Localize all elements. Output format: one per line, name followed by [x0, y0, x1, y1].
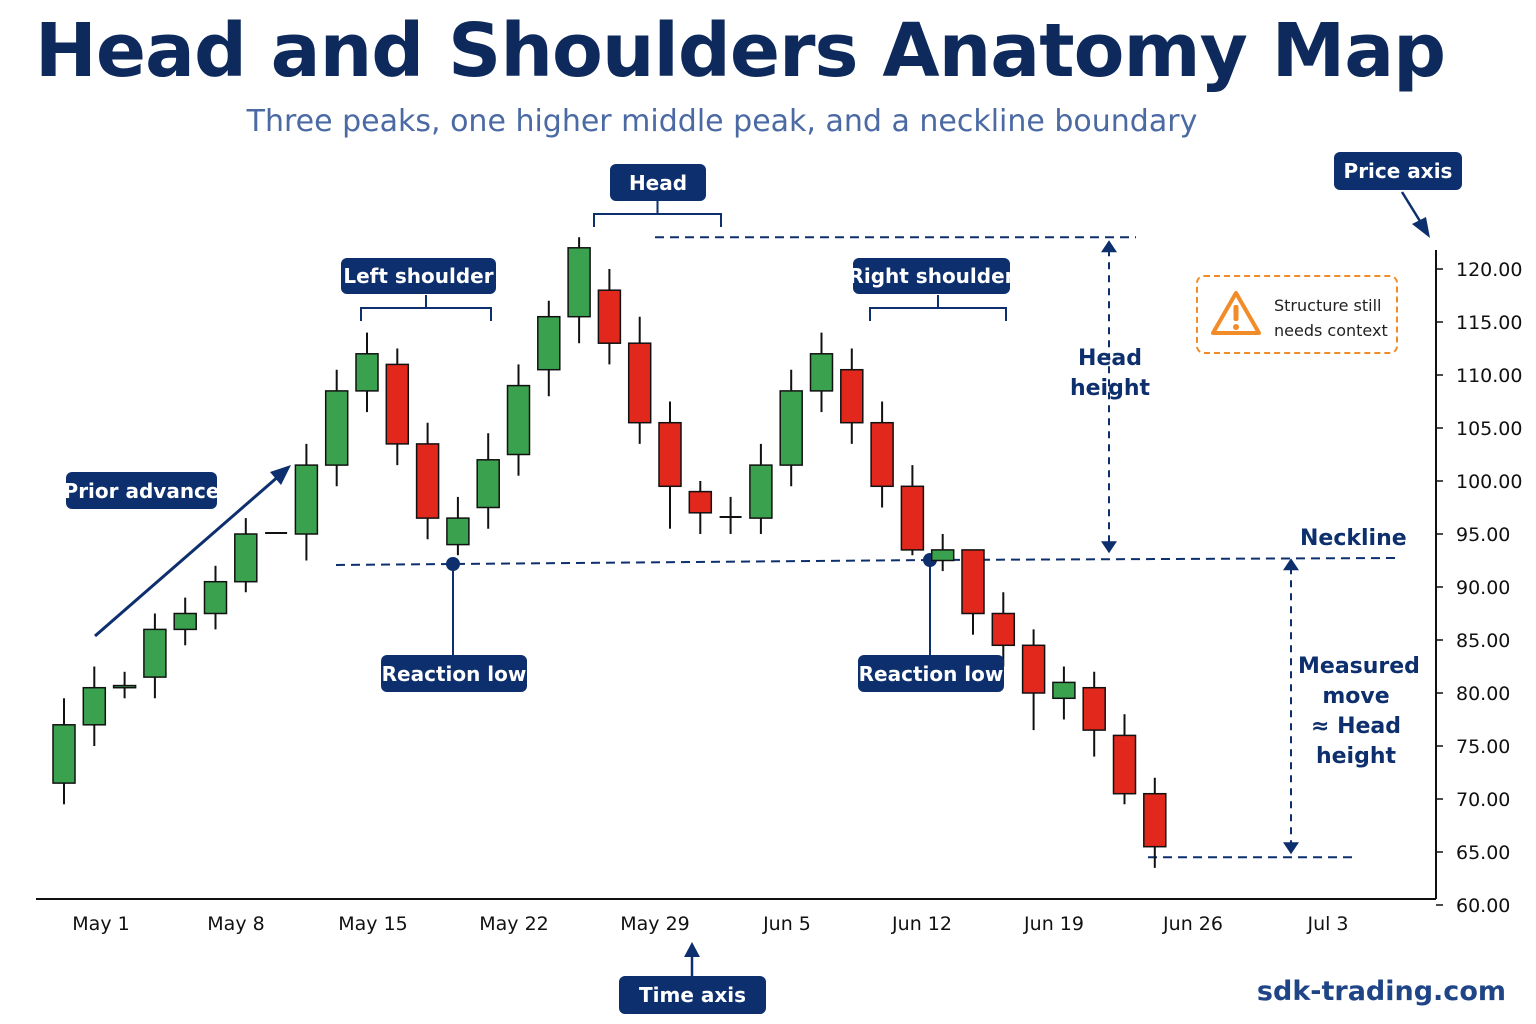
- candle-bear: [991, 612, 1016, 647]
- y-tick-label: 85.00: [1456, 630, 1510, 652]
- reaction-low-label-left: Reaction low: [381, 655, 527, 692]
- candle-bull: [324, 390, 349, 466]
- x-tick-label: Jun 26: [1162, 913, 1223, 935]
- candle-bear: [627, 342, 652, 424]
- candle-bull: [355, 353, 379, 392]
- x-tick-label: Jun 19: [1023, 913, 1084, 935]
- reaction-low-dot: [446, 557, 460, 571]
- measured-move-line-2: move: [1322, 684, 1390, 709]
- x-tick-label: May 29: [620, 913, 690, 935]
- chart-subtitle: Three peaks, one higher middle peak, and…: [246, 104, 1198, 139]
- y-tick-label: 110.00: [1456, 365, 1522, 387]
- candle-bull: [537, 315, 561, 371]
- y-tick-label: 60.00: [1456, 895, 1510, 917]
- x-tick-label: Jul 3: [1306, 913, 1348, 935]
- head-height-line-2: height: [1069, 376, 1151, 401]
- x-tick-label: May 1: [72, 913, 129, 935]
- candle-bear: [597, 289, 622, 344]
- measured-move-arrow-bottom: [1283, 842, 1299, 855]
- y-tick-label: 100.00: [1456, 471, 1522, 493]
- head-height-line-1: Head: [1078, 346, 1142, 371]
- measured-move-arrow-top: [1283, 558, 1299, 571]
- measured-move-line-4: height: [1315, 744, 1397, 769]
- warning-line-1: Structure still: [1274, 296, 1382, 315]
- time-axis-pointer-head: [684, 942, 700, 957]
- candle-bear: [658, 421, 682, 488]
- y-tick-label: 95.00: [1456, 524, 1510, 546]
- neckline-label: Neckline: [1300, 526, 1407, 551]
- head-height-arrow-top: [1101, 240, 1117, 253]
- candle-bear: [1082, 686, 1106, 731]
- candle-bear: [688, 490, 713, 514]
- head-label: Head: [610, 164, 706, 201]
- chart-title: Head and Shoulders Anatomy Map: [34, 8, 1446, 94]
- candle-bear: [415, 443, 440, 519]
- right-shoulder-label: Right shoulder: [848, 258, 1015, 294]
- candle-bear: [1143, 792, 1167, 848]
- candle-bull: [506, 384, 531, 456]
- candle-bull: [1052, 681, 1076, 700]
- candle-bull: [446, 517, 470, 546]
- watermark: sdk-trading.com: [1256, 976, 1506, 1007]
- candle-bull: [82, 686, 107, 726]
- y-tick-label: 115.00: [1456, 312, 1522, 334]
- head-bracket: [593, 201, 722, 227]
- candle-bull: [749, 464, 773, 519]
- y-tick-label: 75.00: [1456, 736, 1510, 758]
- candle-bull: [234, 533, 258, 583]
- candle-bull: [294, 464, 319, 535]
- prior-advance-arrowhead: [270, 465, 291, 485]
- y-tick-label: 80.00: [1456, 683, 1510, 705]
- warning-triangle-icon: [1211, 291, 1261, 335]
- y-tick-label: 70.00: [1456, 789, 1510, 811]
- candle-bull: [173, 612, 197, 631]
- measured-move-line-3: ≈ Head: [1310, 714, 1402, 739]
- candle-bull: [52, 724, 76, 784]
- neckline: [335, 557, 1397, 566]
- y-tick-label: 65.00: [1456, 842, 1510, 864]
- x-tick-label: Jun 5: [762, 913, 811, 935]
- candle-bull: [809, 353, 834, 392]
- price-axis-label: Price axis: [1334, 152, 1462, 190]
- warning-line-2: needs context: [1274, 321, 1388, 340]
- x-tick-label: Jun 12: [891, 913, 952, 935]
- reaction-low-label-right: Reaction low: [858, 655, 1004, 692]
- candle-bear: [840, 368, 864, 424]
- candle-bull: [930, 549, 955, 562]
- candle-bear: [900, 485, 925, 551]
- x-tick-label: May 15: [338, 913, 408, 935]
- measured-move-label: Measured move ≈ Head height: [1298, 652, 1420, 772]
- candles-group: [52, 237, 1167, 868]
- candle-bull: [779, 390, 803, 466]
- left-shoulder-label: Left shoulder: [341, 258, 496, 294]
- prior-advance-arrow: [94, 473, 281, 638]
- y-tick-label: 90.00: [1456, 577, 1510, 599]
- measured-move-line-1: Measured: [1298, 654, 1420, 679]
- candle-bear: [385, 363, 410, 445]
- left-shoulder-bracket: [360, 295, 492, 321]
- time-axis-label: Time axis: [619, 976, 766, 1014]
- price-axis-pointer-head: [1412, 217, 1430, 238]
- candle-bear: [1021, 644, 1046, 694]
- head-height-label: Head height: [1062, 344, 1158, 404]
- warning-text: Structure still needs context: [1274, 293, 1398, 343]
- candle-bear: [961, 549, 985, 615]
- candle-bull: [567, 247, 591, 318]
- prior-advance-label: Prior advance: [64, 472, 219, 509]
- axes-group: 120.00 115.00 110.00 105.00 100.00 95.00 90.00…: [36, 250, 1522, 935]
- candle-bull: [203, 580, 228, 615]
- candle-bear: [1112, 734, 1137, 795]
- context-warning-box: Structure still needs context: [1196, 275, 1398, 354]
- candle-bull: [112, 684, 137, 689]
- head-height-arrow-bottom: [1101, 541, 1117, 554]
- x-tick-label: May 8: [207, 913, 264, 935]
- y-tick-label: 105.00: [1456, 418, 1522, 440]
- y-tick-label: 120.00: [1456, 259, 1522, 281]
- candle-bull: [476, 459, 500, 509]
- candle-bull: [143, 628, 167, 678]
- right-shoulder-bracket: [869, 295, 1007, 321]
- candle-bear: [870, 421, 894, 488]
- x-tick-label: May 22: [479, 913, 549, 935]
